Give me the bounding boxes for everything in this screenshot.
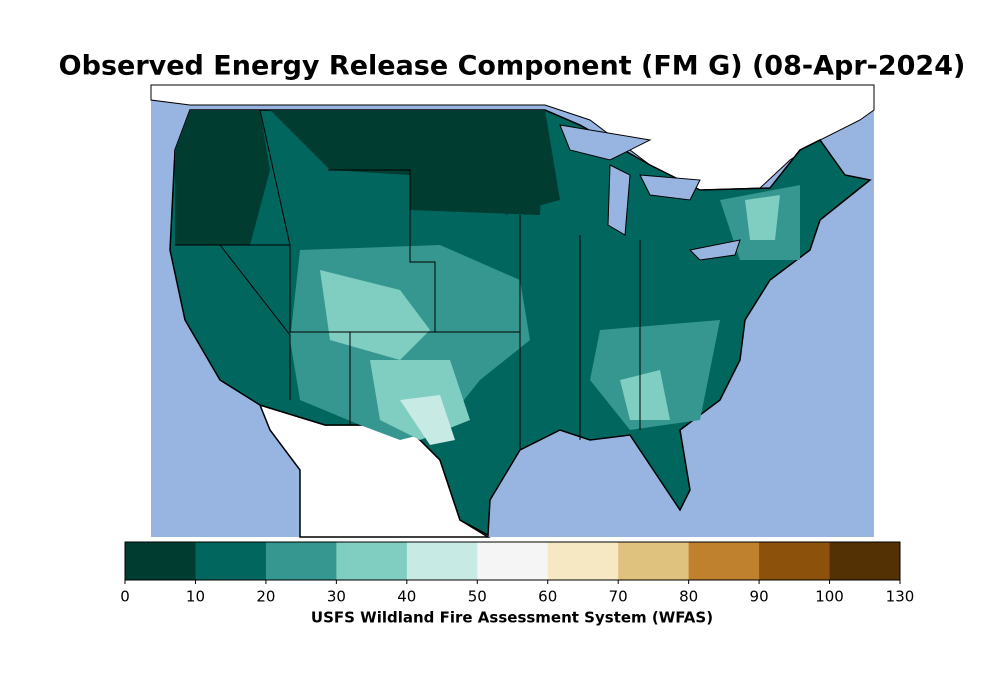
colorbar-tick-label: 80 [679, 588, 698, 606]
colorbar-label: USFS Wildland Fire Assessment System (WF… [311, 609, 713, 627]
colorbar-tick-label: 30 [327, 588, 346, 606]
colorbar-frame [124, 541, 901, 581]
colorbar-swatch [547, 542, 619, 580]
colorbar-swatch [829, 542, 901, 580]
colorbar-tick-label: 60 [538, 588, 557, 606]
colorbar-tick-label: 0 [120, 588, 130, 606]
colorbar-tick-label: 20 [256, 588, 275, 606]
colorbar-swatch [688, 542, 760, 580]
colorbar-swatch [759, 542, 831, 580]
colorbar-swatch [265, 542, 337, 580]
lightest-region [400, 395, 455, 445]
colorbar-tick-label: 130 [886, 588, 915, 606]
colorbar: 0 10 20 30 40 50 60 70 80 90 100 130 [120, 541, 915, 606]
state-borders [175, 109, 641, 450]
colorbar-swatch [477, 542, 549, 580]
colorbar-tick-label: 10 [186, 588, 205, 606]
colorbar-tick-label: 70 [609, 588, 628, 606]
great-lakes [559, 124, 741, 261]
colorbar-swatch [195, 542, 267, 580]
map-title: Observed Energy Release Component (FM G)… [59, 51, 966, 82]
dark-region [175, 110, 560, 245]
colorbar-tick-label: 40 [397, 588, 416, 606]
colorbar-swatch [618, 542, 690, 580]
colorbar-swatch [336, 542, 408, 580]
map [150, 84, 875, 538]
colorbar-tick-label: 90 [750, 588, 769, 606]
colorbar-swatch [406, 542, 478, 580]
colorbar-tick-label: 50 [468, 588, 487, 606]
light-region [320, 195, 780, 440]
colorbar-swatch [125, 542, 196, 580]
colorbar-tick-label: 100 [815, 588, 844, 606]
